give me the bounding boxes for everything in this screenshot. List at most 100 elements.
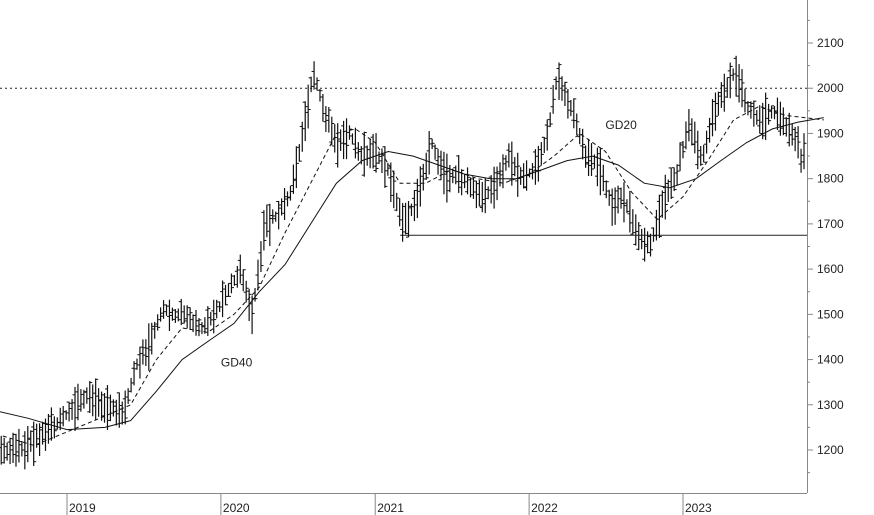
ohlc-bar (432, 144, 438, 160)
ohlc-bar (606, 189, 612, 206)
ohlc-bar (90, 384, 96, 417)
ohlc-bar (172, 309, 178, 323)
ohlc-bar (338, 129, 344, 151)
ohlc-bar (769, 105, 775, 119)
ohlc-bar (134, 358, 140, 370)
ohlc-bar (45, 414, 51, 444)
ohlc-bar (420, 163, 426, 191)
ohlc-bar (305, 84, 311, 129)
ohlc-bar (786, 112, 792, 147)
ohlc-bar (491, 166, 497, 209)
ohlc-bar (789, 123, 795, 146)
x-tick-label: 2022 (531, 501, 558, 515)
ohlc-bar (686, 109, 692, 142)
ohlc-bar (311, 61, 317, 90)
ohlc-bar (1, 437, 7, 464)
ohlc-bar (346, 125, 352, 140)
ohlc-bar (751, 100, 757, 127)
ohlc-bar (689, 118, 695, 146)
ohlc-bar (72, 386, 78, 431)
ohlc-bar (308, 76, 314, 93)
ohlc-bar (541, 136, 547, 154)
ohlc-bar (104, 385, 110, 430)
ohlc-bar (547, 112, 553, 128)
ohlc-bar (223, 284, 229, 306)
ohlc-bar (16, 428, 22, 463)
ohlc-bar (798, 148, 804, 173)
ohlc-bar (63, 410, 69, 420)
ohlc-bar (400, 203, 406, 242)
ohlc-bar (66, 401, 72, 422)
ohlc-bar (125, 388, 131, 404)
ohlc-bar (597, 147, 603, 196)
ohlc-bar (332, 124, 338, 153)
ohlc-bar (184, 305, 190, 329)
ohlc-bar (0, 435, 4, 465)
ohlc-bar (211, 299, 217, 334)
ohlc-bar (146, 323, 152, 371)
ohlc-bar (51, 416, 57, 439)
ohlc-bar (13, 433, 19, 467)
ohlc-bar (736, 64, 742, 103)
ohlc-bar (196, 318, 202, 337)
ohlc-bar (603, 180, 609, 199)
ohlc-bar (692, 121, 698, 154)
series-gd40 (0, 117, 824, 431)
ohlc-bar (506, 143, 512, 168)
ohlc-bar (766, 103, 772, 125)
ohlc-bar (285, 191, 291, 207)
ohlc-bar (391, 170, 397, 209)
ohlc-bar (423, 152, 429, 180)
ohlc-bar (470, 177, 476, 199)
ohlc-bar (19, 441, 25, 457)
ohlc-bar (556, 62, 562, 100)
ohlc-bar (225, 283, 231, 297)
ohlc-bar (93, 378, 99, 420)
annotation-gd40: GD40 (221, 355, 253, 369)
ohlc-bar (535, 145, 541, 182)
ohlc-bar (228, 273, 234, 294)
ohlc-bar (282, 188, 288, 220)
ohlc-bar (69, 399, 75, 420)
ohlc-bar (559, 76, 565, 101)
ohlc-bar (107, 394, 113, 422)
ohlc-bar (417, 166, 423, 207)
y-tick-label: 1300 (817, 398, 844, 412)
ohlc-bar (748, 101, 754, 119)
ohlc-bar (627, 190, 633, 233)
y-tick-label: 1700 (817, 217, 844, 231)
ohlc-bar (571, 98, 577, 129)
ohlc-bar (574, 113, 580, 136)
ohlc-bar (544, 119, 550, 151)
ohlc-bar (403, 202, 409, 235)
ohlc-bar (166, 299, 172, 332)
ohlc-bar (633, 214, 639, 246)
ohlc-bar (580, 128, 586, 160)
ohlc-bar (612, 187, 618, 225)
ohlc-bar (110, 399, 116, 417)
ohlc-bar (518, 167, 524, 185)
ohlc-bar (718, 82, 724, 108)
ohlc-bar (299, 121, 305, 152)
ohlc-bar (240, 269, 246, 292)
ohlc-bar (270, 209, 276, 224)
ohlc-bar (515, 152, 521, 197)
ohlc-bar (701, 144, 707, 163)
ohlc-bar (42, 418, 48, 451)
ohlc-bar (155, 314, 161, 331)
ohlc-bar (54, 417, 60, 430)
ohlc-bar (414, 178, 420, 219)
y-tick-label: 1200 (817, 443, 844, 457)
ohlc-bar (680, 141, 686, 159)
ohlc-bar (175, 308, 181, 322)
ohlc-bar (698, 145, 704, 166)
ohlc-bar (583, 145, 589, 168)
ohlc-bar (187, 307, 193, 331)
ohlc-bar (577, 127, 583, 145)
ohlc-bar (733, 55, 739, 97)
ohlc-bar (639, 228, 645, 250)
annotation-gd20: GD20 (605, 118, 637, 132)
ohlc-bar (630, 209, 636, 235)
ohlc-bar (261, 210, 267, 251)
ohlc-bar (273, 211, 279, 222)
